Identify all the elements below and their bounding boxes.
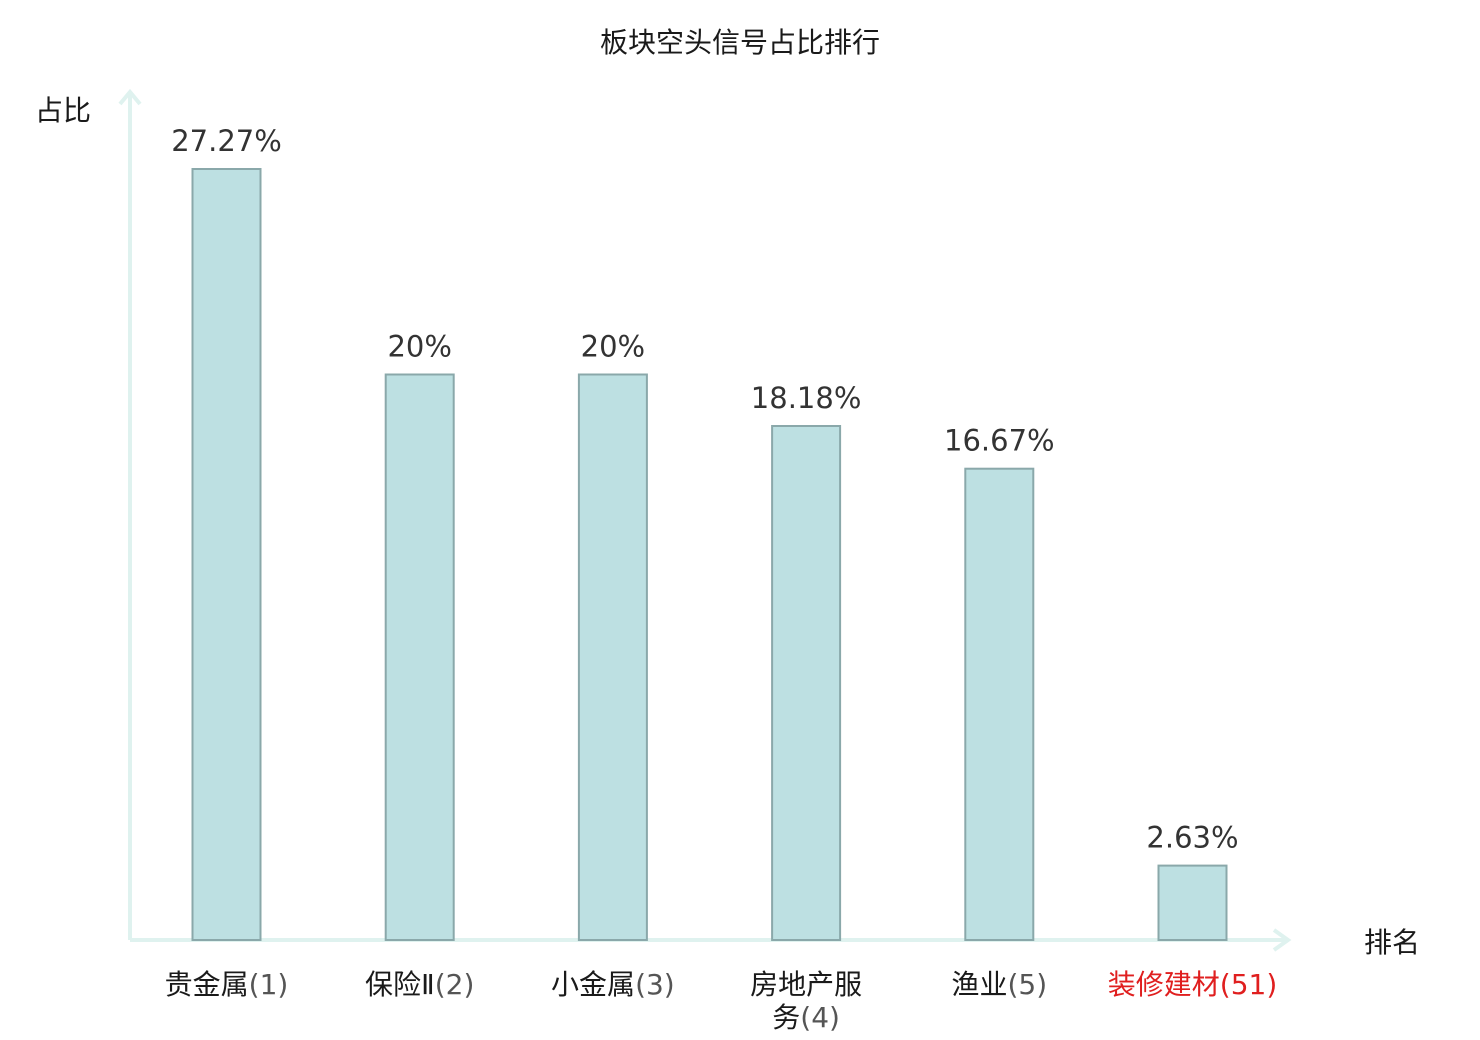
- x-axis-label: 排名: [1364, 926, 1420, 959]
- category-label-1: 贵金属(1): [165, 968, 289, 1001]
- category-label-6: 装修建材(51): [1108, 968, 1278, 1001]
- category-label-2: 保险Ⅱ(2): [365, 968, 474, 1001]
- category-label-line: 保险Ⅱ(2): [365, 968, 474, 1001]
- y-axis: [118, 88, 142, 940]
- value-label-3: 20%: [581, 330, 645, 364]
- category-label-line: 小金属(3): [551, 968, 675, 1001]
- bar-5: [964, 467, 1035, 941]
- chart-title: 板块空头信号占比排行: [600, 26, 880, 59]
- value-label-6: 2.63%: [1146, 821, 1238, 855]
- bar-2: [384, 373, 455, 941]
- value-label-2: 20%: [387, 330, 451, 364]
- category-label-4: 房地产服务(4): [750, 968, 862, 1034]
- bars-group: [191, 168, 1228, 941]
- x-axis: [130, 928, 1292, 952]
- value-label-5: 16.67%: [944, 424, 1055, 458]
- category-label-5: 渔业(5): [951, 968, 1047, 1001]
- value-label-4: 18.18%: [751, 381, 862, 415]
- bar-3: [577, 373, 648, 941]
- category-label-line: 贵金属(1): [165, 968, 289, 1001]
- value-labels-group: 27.27% 20% 20% 18.18% 16.67% 2.63%: [171, 124, 1238, 855]
- category-label-line: 装修建材(51): [1108, 968, 1278, 1001]
- value-label-1: 27.27%: [171, 124, 282, 158]
- bar-4: [771, 425, 842, 941]
- category-labels-group: 贵金属(1) 保险Ⅱ(2) 小金属(3) 房地产服务(4) 渔业(5) 装修建材(51): [165, 968, 1278, 1034]
- category-label-line: 房地产服: [750, 968, 862, 1001]
- category-label-line: 渔业(5): [951, 968, 1047, 1001]
- y-axis-label: 占比: [35, 94, 91, 127]
- category-label-3: 小金属(3): [551, 968, 675, 1001]
- bar-6: [1157, 864, 1228, 941]
- bar-1: [191, 168, 262, 941]
- category-label-line: 务(4): [772, 1001, 840, 1034]
